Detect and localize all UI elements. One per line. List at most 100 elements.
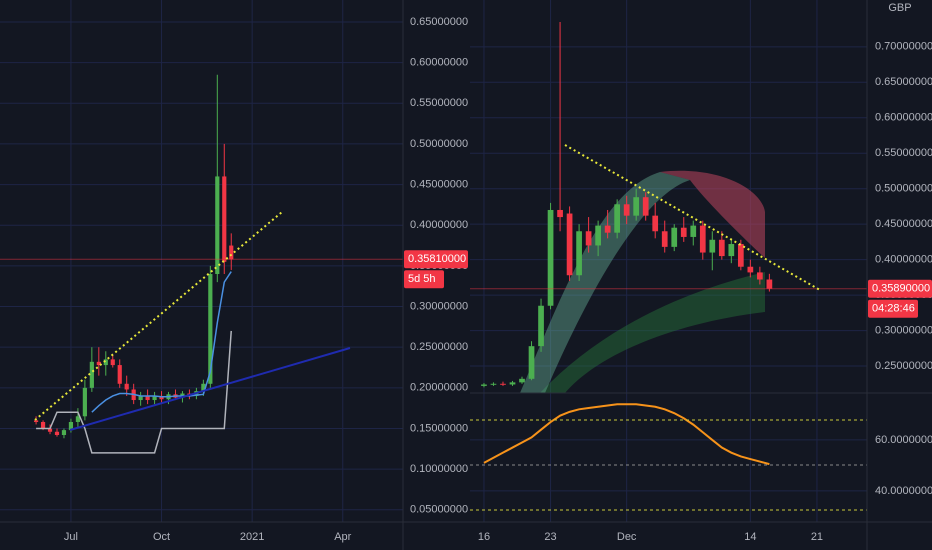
labels-layer: 0.05000000 0.10000000 0.15000000 0.20000000… [64, 16, 932, 543]
x-tick-label: Oct [153, 531, 170, 543]
candles-layer [0, 21, 867, 466]
x-tick-label: 23 [544, 531, 556, 543]
candle-body [215, 176, 220, 275]
candle-body [159, 395, 164, 400]
y-tick-label: 0.55000000 [410, 97, 468, 109]
candle-body [547, 209, 554, 306]
y-tick-label: 0.10000000 [410, 463, 468, 475]
x-tick-label: 14 [744, 531, 756, 543]
y-tick-label: 0.50000000 [410, 138, 468, 150]
y-tick-label: 0.20000000 [410, 382, 468, 394]
candle-body [47, 428, 53, 432]
y-tick-label: 0.55000000 [875, 147, 932, 159]
candle-body [68, 421, 74, 431]
candle-body [528, 346, 535, 379]
y-tick-label: 0.60000000 [875, 112, 932, 124]
green-band [540, 272, 765, 393]
candle-body [103, 359, 108, 366]
candle-body [747, 266, 754, 273]
y-tick-label: 0.65000000 [410, 16, 468, 28]
candle-body [117, 365, 122, 384]
candle-body [652, 215, 659, 232]
candle-body [61, 430, 67, 435]
candle-body [138, 395, 143, 401]
candle-body [566, 213, 573, 276]
y-tick-label: 0.60000000 [410, 57, 468, 69]
candle-body [54, 431, 60, 435]
candle-body [718, 239, 725, 257]
currency-label: GBP [888, 2, 911, 14]
y-tick-label: 0.25000000 [875, 360, 932, 372]
x-tick-label: 21 [811, 531, 823, 543]
y-tick-label: 0.30000000 [410, 300, 468, 312]
candle-body [614, 204, 621, 233]
trend-line [564, 144, 821, 291]
grid-layer [0, 0, 867, 522]
trend-line [34, 211, 283, 421]
y-tick-label: 0.30000000 [875, 324, 932, 336]
countdown-label: 04:28:46 [872, 303, 915, 315]
y-tick-label: 0.65000000 [875, 76, 932, 88]
candle-body [110, 359, 115, 366]
candle-body [557, 209, 563, 218]
candle-body [680, 227, 687, 237]
candle-body [229, 245, 234, 260]
x-tick-label: Jul [64, 531, 78, 543]
candle-body [82, 387, 87, 417]
price-label-box [868, 279, 932, 298]
candle-body [737, 244, 744, 267]
candle-body [604, 225, 611, 233]
overlay-line [91, 271, 232, 413]
teal-band [520, 172, 690, 393]
candle-body [595, 225, 601, 246]
candle-body [690, 225, 697, 237]
candle-body [671, 227, 678, 247]
candle-body [699, 225, 706, 253]
y-tick-label: 0.45000000 [410, 178, 468, 190]
candle-body [500, 383, 506, 385]
countdown-label: 5d 5h [408, 273, 436, 285]
candle-body [633, 197, 640, 216]
overlay-line [36, 330, 232, 454]
candle-body [124, 383, 129, 390]
y-tick-label: 0.40000000 [875, 254, 932, 266]
candle-body [145, 395, 150, 401]
y-tick-label: 0.70000000 [875, 41, 932, 53]
y-tick-label: 0.40000000 [410, 219, 468, 231]
cloud-bands [520, 170, 765, 393]
y-tick-label: 0.25000000 [410, 341, 468, 353]
candle-body [222, 176, 227, 262]
candle-body [585, 231, 592, 246]
candles [0, 74, 403, 454]
candle-body [40, 421, 46, 429]
candle-body [576, 231, 582, 276]
candles [470, 21, 867, 388]
candle-body [33, 420, 39, 422]
price-label-box [404, 250, 468, 269]
x-tick-label: 2021 [240, 531, 264, 543]
candle-body [766, 279, 773, 289]
candle-body [481, 384, 487, 386]
candle-body [152, 395, 157, 401]
indicator-line [483, 403, 770, 466]
countdown-box [868, 299, 918, 318]
y-tick-label: 0.50000000 [875, 183, 932, 195]
candle-body [728, 244, 735, 257]
candle-body [208, 274, 213, 384]
candle-body [623, 204, 630, 216]
candle-body [201, 383, 206, 392]
candle-body [709, 239, 716, 253]
trend-line [69, 347, 351, 431]
candle-body [642, 197, 649, 216]
y-tick-label: 0.05000000 [410, 504, 468, 516]
y-tick-label: 0.15000000 [410, 422, 468, 434]
candle-body [96, 361, 101, 366]
candle-body [519, 378, 525, 383]
price-label: 0.35810000 [408, 253, 466, 265]
candle-body [89, 361, 94, 388]
candle-body [661, 231, 668, 247]
